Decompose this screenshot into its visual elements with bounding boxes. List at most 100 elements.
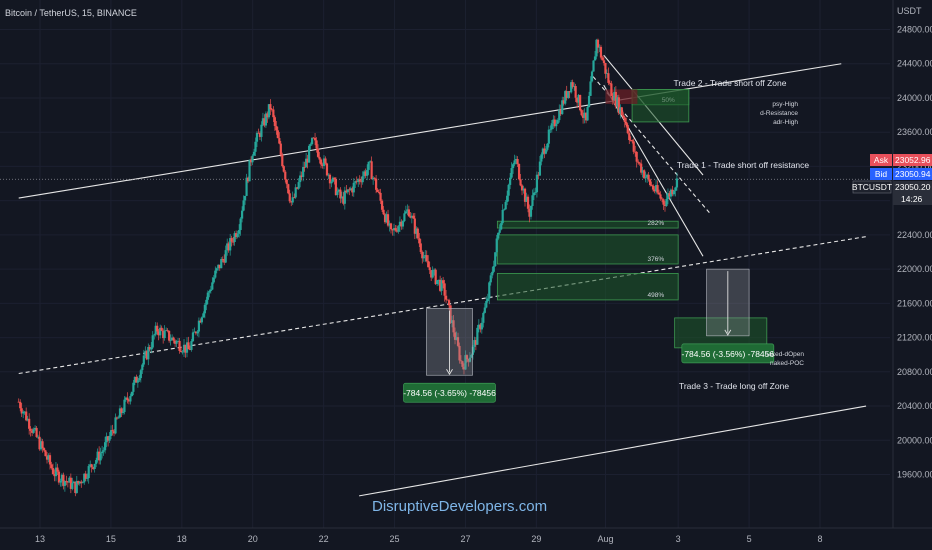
candle-body	[671, 189, 674, 195]
candle-body	[89, 464, 92, 467]
candle-body	[53, 473, 56, 477]
candle-body	[114, 417, 117, 434]
candle-body	[388, 223, 391, 226]
annotations: Trade 2 - Trade short off Zone Trade 1 - …	[674, 78, 810, 391]
candle-body	[614, 91, 617, 107]
candle-body	[617, 97, 620, 114]
candle-body	[339, 189, 342, 199]
candle-body	[129, 396, 132, 402]
bid-label-box	[870, 168, 892, 180]
trade-2-label: Trade 2 - Trade short off Zone	[674, 78, 787, 88]
candle-body	[266, 113, 269, 118]
candle-body	[90, 464, 93, 468]
candle-body	[558, 109, 561, 121]
candle-body	[136, 380, 139, 383]
candle-body	[102, 450, 105, 452]
candle-body	[392, 228, 396, 231]
candle-body	[543, 148, 546, 154]
candle-body	[345, 190, 348, 193]
candle-body	[296, 187, 299, 189]
candle-body	[480, 322, 483, 330]
countdown: 14:26	[901, 194, 923, 204]
candle-body	[273, 117, 276, 127]
candle-body	[333, 177, 336, 180]
candle-body	[562, 100, 565, 104]
candle-body	[500, 223, 503, 230]
candle-body	[610, 83, 613, 96]
candle-body	[315, 140, 318, 149]
candle-body	[188, 349, 192, 350]
candle-body	[127, 400, 131, 402]
candle-body	[81, 482, 84, 484]
candle-body	[257, 132, 260, 134]
candle-body	[577, 94, 580, 103]
candle-body	[590, 71, 594, 82]
candle-body	[410, 215, 413, 218]
candle-body	[605, 73, 609, 74]
candle-body	[193, 331, 196, 333]
candle-body	[510, 168, 513, 178]
candle-body	[512, 164, 515, 169]
candle-body	[367, 161, 370, 170]
candle-body	[72, 481, 75, 484]
candle-body	[565, 91, 568, 98]
candle-body	[476, 327, 479, 345]
candle-body	[25, 411, 28, 421]
candle-body	[95, 460, 98, 464]
candle-body	[613, 91, 616, 101]
candle-body	[120, 408, 123, 414]
candle-body	[325, 163, 329, 176]
candle-body	[372, 177, 375, 180]
candle-body	[525, 196, 528, 202]
candle-body	[514, 159, 518, 161]
candle-body	[126, 397, 129, 401]
candle-body	[422, 256, 425, 259]
candle-body	[31, 430, 34, 433]
candle-body	[550, 123, 553, 130]
candle-body	[171, 337, 174, 341]
price-tick-label: 22000.00	[897, 264, 932, 274]
candle-body	[358, 179, 361, 182]
candle-body	[159, 327, 162, 336]
candle-body	[187, 342, 190, 350]
time-tick-label: 3	[676, 534, 681, 544]
candle-body	[534, 192, 537, 193]
candle-body	[474, 340, 477, 345]
candle-body	[440, 280, 443, 291]
candle-body	[377, 191, 381, 193]
candle-body	[41, 441, 44, 449]
candle-body	[549, 129, 552, 131]
candle-body	[226, 243, 229, 251]
candle-body	[461, 361, 464, 367]
candle-body	[599, 46, 603, 58]
time-tick-label: 20	[248, 534, 258, 544]
candle-body	[632, 141, 635, 152]
candle-body	[436, 280, 439, 285]
candle-body	[409, 216, 412, 218]
candle-body	[148, 347, 151, 350]
candle-body	[373, 177, 376, 179]
candle-body	[635, 151, 638, 162]
candle-body	[596, 39, 600, 48]
price-tick-label: 21600.00	[897, 298, 932, 308]
candle-body	[583, 112, 586, 118]
candle-body	[529, 206, 533, 217]
candle-body	[446, 299, 449, 301]
candle-body	[444, 295, 448, 300]
candle-body	[103, 442, 107, 451]
psy-high-label: psy-High	[772, 101, 798, 108]
trend-line	[18, 63, 842, 199]
candle-body	[57, 471, 61, 483]
candle-body	[453, 332, 457, 340]
candle-body	[668, 193, 671, 197]
d-resistance-label: d-Resistance	[760, 110, 798, 117]
candle-body	[181, 351, 184, 353]
candle-body	[654, 185, 658, 192]
candle-body	[459, 360, 463, 362]
candle-body	[162, 330, 165, 339]
candle-body	[168, 330, 171, 341]
candle-body	[644, 177, 647, 179]
candle-body	[316, 148, 320, 157]
candle-body	[351, 188, 354, 193]
